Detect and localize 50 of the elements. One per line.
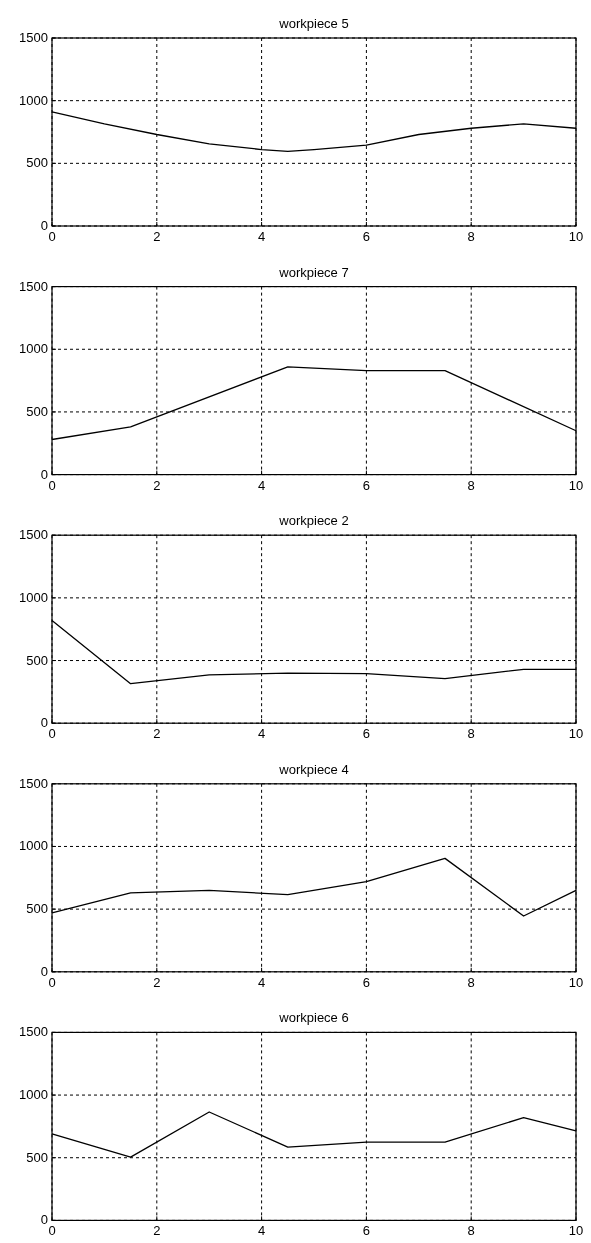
y-tick-label: 500 [26, 1149, 48, 1165]
x-tick-label: 10 [568, 229, 584, 244]
y-tick-label: 1000 [19, 92, 48, 108]
y-tick-label: 0 [40, 963, 48, 979]
y-tick-label: 1000 [19, 838, 48, 854]
y-tick-label: 1000 [19, 341, 48, 357]
y-tick-label: 1500 [19, 775, 48, 791]
x-tick-label: 4 [257, 974, 266, 990]
y-tick-label: 1000 [19, 589, 48, 605]
x-tick-label: 6 [362, 726, 371, 742]
y-tick-label: 0 [40, 466, 48, 482]
y-tick-label: 1000 [19, 1087, 48, 1103]
y-tick-label: 500 [26, 652, 48, 668]
y-tick-label: 500 [26, 403, 48, 419]
x-tick-label: 4 [257, 726, 266, 742]
x-tick-label: 2 [153, 974, 161, 990]
x-tick-label: 6 [362, 477, 371, 493]
x-tick-label: 2 [153, 726, 161, 742]
y-tick-label: 1500 [19, 527, 48, 543]
x-tick-label: 4 [257, 1223, 266, 1239]
x-tick-label: 8 [467, 974, 475, 990]
x-tick-label: 4 [257, 477, 266, 493]
chart-title: workpiece 2 [278, 513, 349, 529]
x-tick-label: 2 [153, 477, 161, 493]
chart-title: workpiece 5 [278, 16, 349, 31]
y-tick-label: 0 [40, 1212, 48, 1228]
x-tick-label: 8 [467, 477, 475, 493]
y-tick-label: 1500 [19, 278, 48, 294]
x-tick-label: 8 [467, 726, 475, 742]
x-tick-label: 6 [362, 229, 371, 244]
x-tick-label: 10 [568, 974, 584, 990]
y-tick-label: 1500 [19, 1024, 48, 1040]
x-tick-label: 6 [362, 1223, 371, 1239]
x-tick-label: 2 [153, 229, 161, 244]
chart-title: workpiece 4 [278, 761, 349, 777]
chart-title: workpiece 6 [278, 1010, 349, 1026]
x-tick-label: 8 [467, 1223, 475, 1239]
x-tick-label: 10 [568, 1223, 584, 1239]
x-tick-label: 4 [257, 229, 266, 244]
y-tick-label: 1500 [19, 30, 48, 45]
x-tick-label: 8 [467, 229, 475, 244]
x-tick-label: 2 [153, 1223, 161, 1239]
y-tick-label: 500 [26, 901, 48, 917]
y-tick-label: 0 [40, 715, 48, 731]
x-tick-label: 10 [568, 726, 584, 742]
y-tick-label: 500 [26, 155, 48, 171]
y-tick-label: 0 [40, 218, 48, 233]
x-tick-label: 10 [568, 477, 584, 493]
x-tick-label: 6 [362, 974, 371, 990]
chart-title: workpiece 7 [278, 264, 349, 280]
